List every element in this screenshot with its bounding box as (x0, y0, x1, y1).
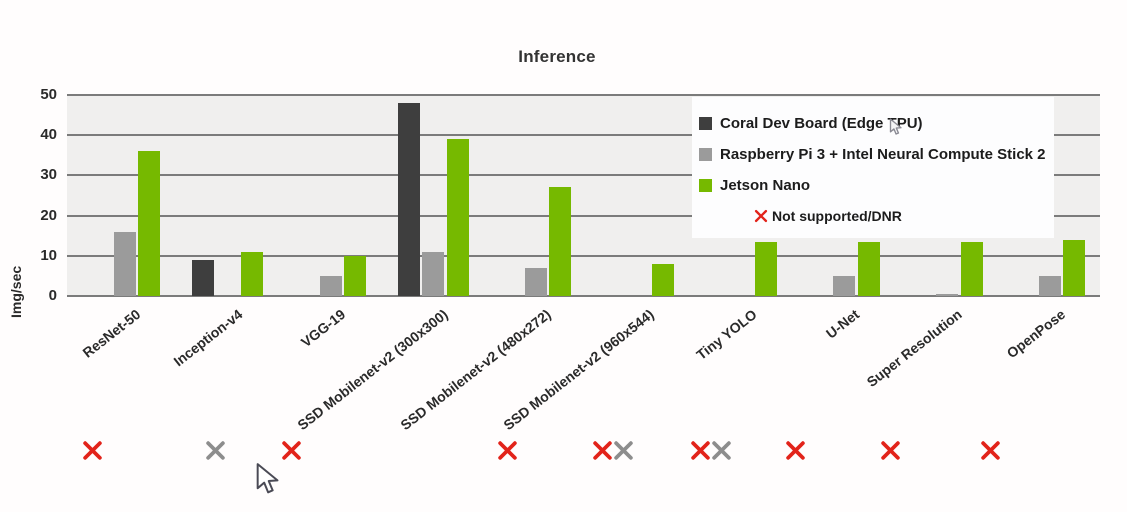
y-tick-label: 50 (40, 86, 57, 103)
bar (525, 267, 548, 296)
bar (241, 251, 264, 296)
bar (1063, 239, 1086, 296)
bar (319, 275, 342, 296)
bar (1039, 275, 1062, 296)
x-tick-label: ResNet-50 (79, 306, 143, 361)
not-supported-x-icon (281, 441, 301, 460)
bar (343, 255, 366, 296)
x-tick-label: Super Resolution (863, 306, 966, 390)
legend-item-coral: Coral Dev Board (Edge TPU) (699, 108, 1054, 139)
bar (960, 241, 983, 296)
gridline (67, 295, 1100, 297)
chart-title: Inference (518, 47, 596, 66)
not-supported-x-icon (83, 441, 102, 460)
bar (398, 103, 421, 296)
bar (138, 151, 161, 296)
jetson-nano-series-swatch-icon (699, 179, 712, 192)
gridline (67, 254, 1100, 257)
not-supported-x-icon (754, 209, 768, 222)
y-tick-label: 20 (40, 206, 57, 224)
mouse-cursor-small-icon (889, 118, 902, 135)
y-tick-label: 40 (40, 126, 57, 144)
x-tick-label: U-Net (823, 306, 863, 342)
gridline (67, 174, 1100, 177)
not-supported-x-icon (786, 441, 806, 460)
bar (833, 275, 856, 296)
not-supported-x-icon (206, 441, 225, 460)
coral-series-swatch-icon (699, 117, 712, 130)
bar (446, 139, 469, 296)
legend-label: Raspberry Pi 3 + Intel Neural Compute St… (720, 146, 1046, 163)
not-supported-x-icon (690, 441, 710, 460)
gridline (67, 94, 1100, 96)
mouse-cursor-icon (256, 463, 279, 494)
not-supported-x-icon (711, 441, 731, 460)
gridline (67, 134, 1100, 137)
bar (652, 263, 675, 296)
bar (114, 231, 136, 296)
legend-label: Jetson Nano (720, 177, 811, 194)
bar (192, 259, 215, 296)
chart-legend: Coral Dev Board (Edge TPU) Raspberry Pi … (692, 97, 1054, 238)
bar (754, 241, 777, 296)
gridline (67, 214, 1100, 217)
not-supported-x-icon (593, 441, 612, 460)
y-tick-label: 10 (40, 246, 57, 264)
y-tick-label: 30 (40, 166, 57, 184)
legend-item-raspberry-pi: Raspberry Pi 3 + Intel Neural Compute St… (699, 139, 1054, 170)
not-supported-x-icon (981, 441, 1000, 460)
x-tick-label: OpenPose (1003, 306, 1068, 362)
bar (857, 241, 880, 296)
legend-label: Not supported/DNR (772, 207, 902, 224)
not-supported-x-icon (881, 441, 900, 460)
raspberry-pi-series-swatch-icon (699, 148, 712, 161)
not-supported-x-icon (498, 441, 517, 460)
bar (422, 251, 445, 296)
not-supported-x-icon (614, 441, 633, 460)
legend-label: Coral Dev Board (Edge TPU) (720, 115, 923, 132)
bar (936, 294, 959, 296)
x-tick-label: Tiny YOLO (693, 306, 760, 363)
bar (549, 187, 572, 296)
x-tick-label: Inception-v4 (170, 306, 246, 370)
legend-item-not-supported: Not supported/DNR (699, 201, 1054, 230)
legend-item-jetson-nano: Jetson Nano (699, 170, 1054, 201)
x-tick-label: VGG-19 (298, 306, 349, 351)
y-tick-label: 0 (48, 287, 57, 304)
